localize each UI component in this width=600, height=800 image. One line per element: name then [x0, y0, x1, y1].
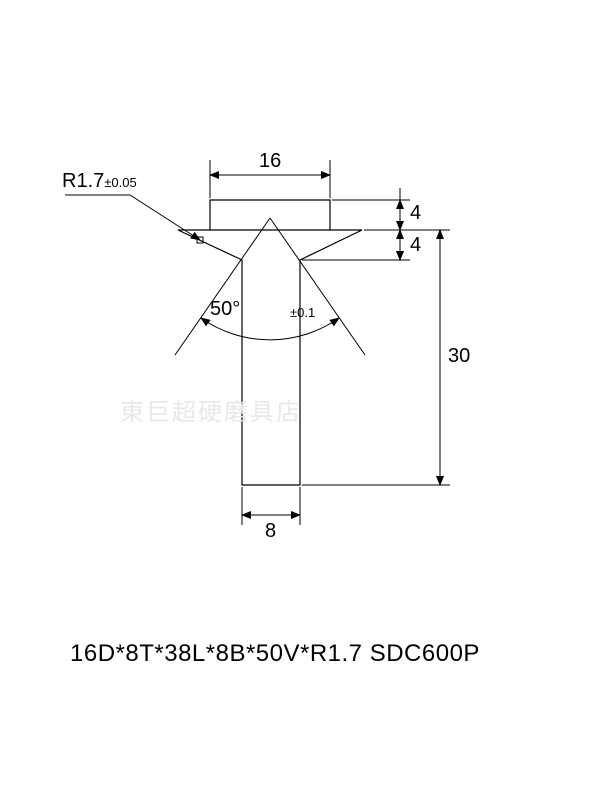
dim-radius-text: R1.7±0.05: [62, 170, 137, 193]
dim-angle-tol-text: ±0.1: [290, 300, 315, 323]
dim-radius-tol: ±0.05: [104, 175, 136, 190]
dim-radius-leader: [65, 195, 200, 240]
dim-right-heights: [302, 188, 450, 485]
dim-radius-value: R1.7: [62, 170, 104, 192]
part-outline: [178, 200, 362, 485]
dim-h2-text: 4: [410, 234, 421, 257]
watermark-text: 東巨超硬磨具店: [120, 392, 302, 427]
dim-8-text: 8: [265, 520, 276, 543]
dim-angle-text: 50°: [210, 298, 240, 321]
dim-angle-tol: ±0.1: [290, 305, 315, 320]
dim-16-text: 16: [259, 150, 281, 173]
spec-line: 16D*8T*38L*8B*50V*R1.7 SDC600P: [70, 640, 480, 668]
dim-angle-value: 50°: [210, 298, 240, 320]
dim-h1-text: 4: [410, 202, 421, 225]
dim-30-text: 30: [448, 345, 470, 368]
